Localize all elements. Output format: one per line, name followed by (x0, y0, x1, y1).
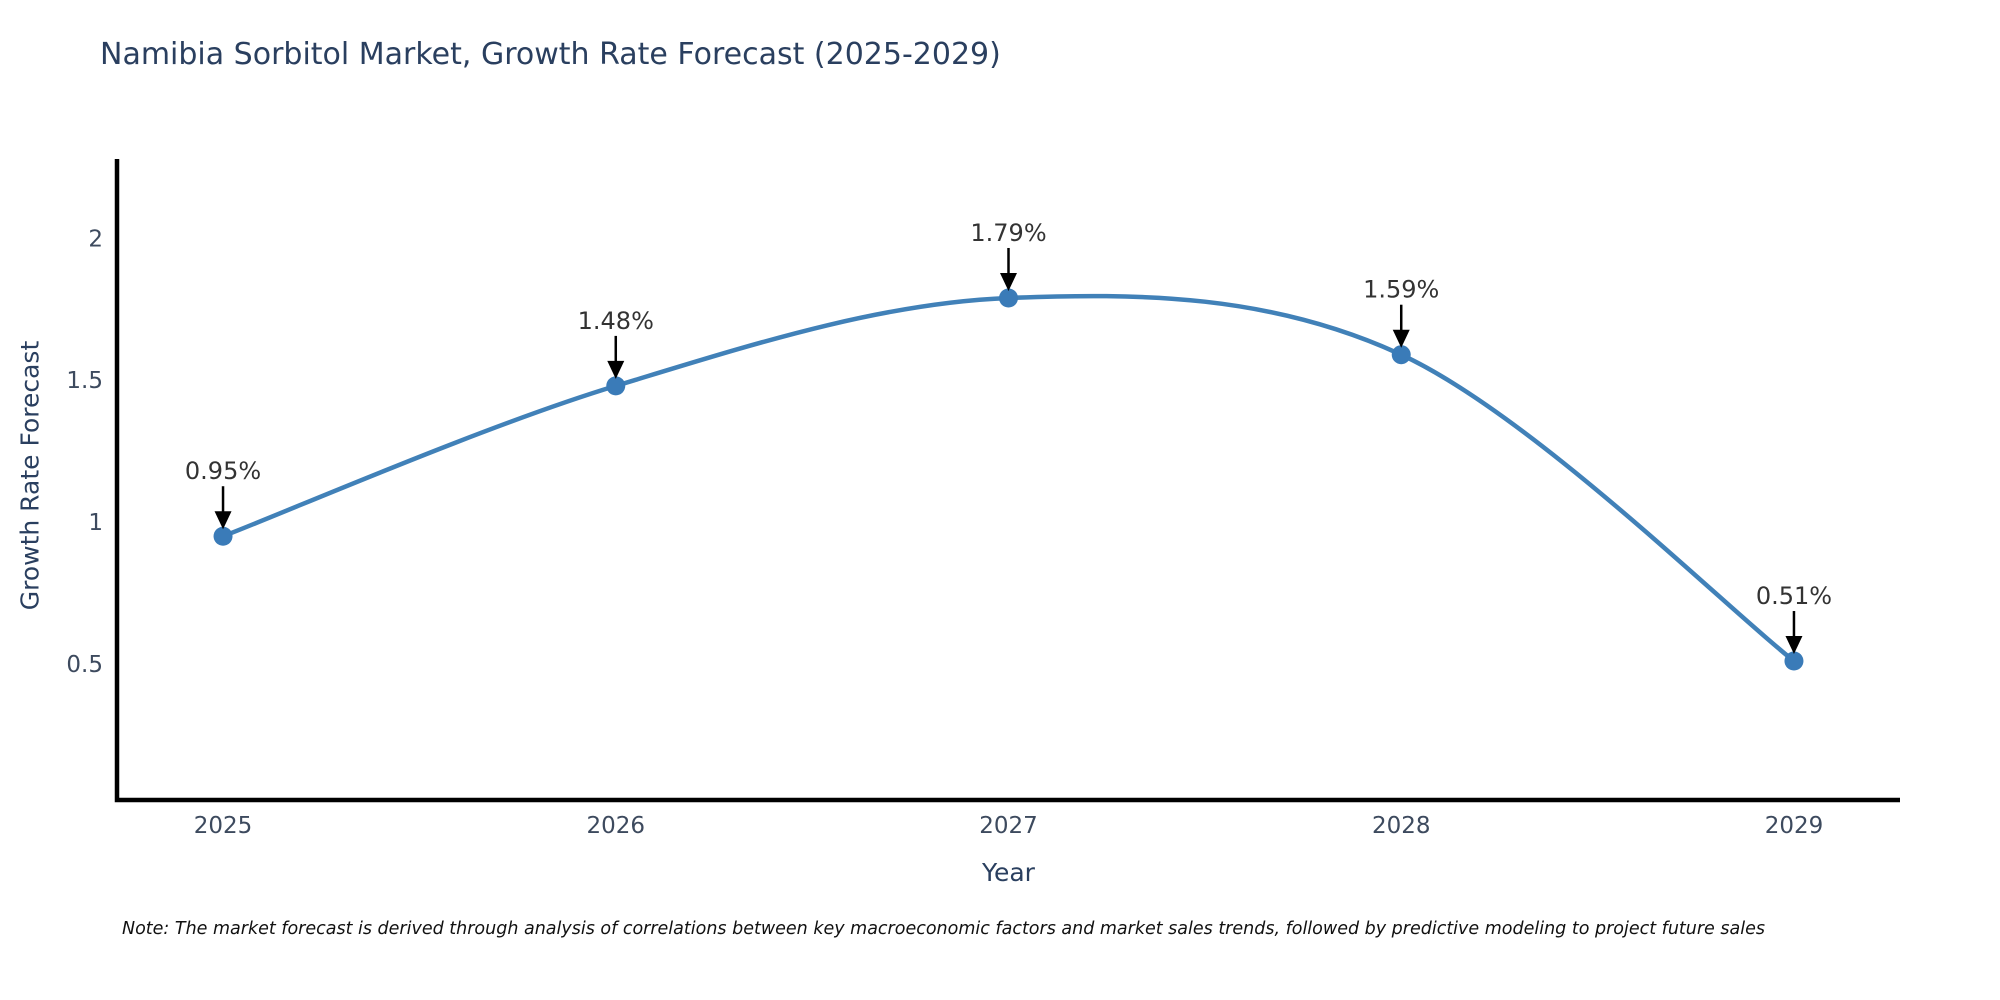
footnote: Note: The market forecast is derived thr… (122, 919, 1765, 939)
point-value-label: 0.95% (185, 457, 261, 485)
x-axis-title: Year (982, 858, 1035, 887)
chart-title: Namibia Sorbitol Market, Growth Rate For… (100, 37, 1001, 72)
annotation-arrowhead-icon (214, 511, 232, 530)
data-point (213, 526, 233, 546)
data-point (999, 288, 1018, 308)
x-tick-label: 2028 (1372, 813, 1431, 839)
annotation-arrowhead-icon (1785, 636, 1803, 655)
y-tick-label: 0.5 (66, 652, 103, 678)
data-point (1391, 345, 1411, 365)
annotation-arrowhead-icon (1000, 272, 1017, 291)
series-line (220, 293, 1797, 664)
point-value-label: 0.51% (1756, 582, 1832, 610)
data-point (606, 376, 626, 396)
x-tick-label: 2026 (586, 813, 645, 839)
y-tick-label: 1.5 (66, 368, 103, 394)
point-value-label: 1.48% (578, 307, 654, 335)
point-value-label: 1.59% (1363, 276, 1439, 304)
y-tick-label: 1 (88, 510, 103, 536)
x-tick-label: 2025 (194, 813, 253, 839)
annotation-arrowhead-icon (607, 360, 625, 379)
y-tick-label: 2 (88, 226, 103, 252)
annotation-arrowhead-icon (1392, 329, 1410, 348)
x-tick-label: 2029 (1765, 813, 1824, 839)
x-tick-label: 2027 (979, 813, 1038, 839)
axis-lines (114, 159, 1900, 803)
point-value-label: 1.79% (970, 219, 1046, 247)
data-point (1784, 651, 1804, 671)
